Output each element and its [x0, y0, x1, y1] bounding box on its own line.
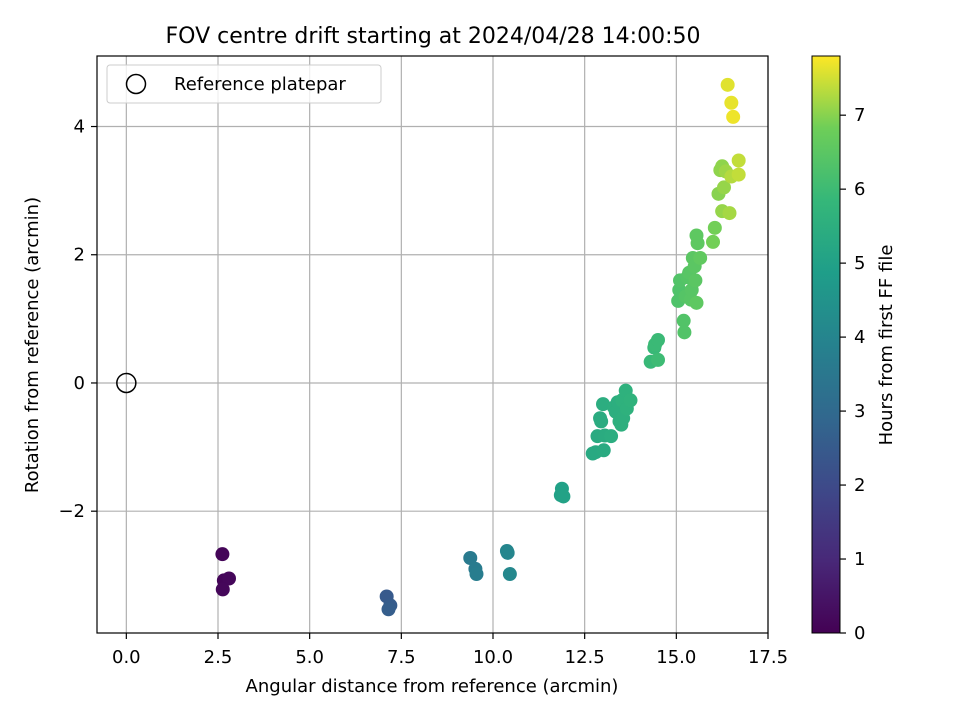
scatter-point — [720, 77, 735, 92]
x-tick-label: 17.5 — [748, 647, 788, 668]
reference-platepar-marker — [116, 372, 137, 394]
x-tick-label: 12.5 — [565, 647, 605, 668]
colorbar: 0 1 2 3 4 5 6 7 Hours from first FF file — [811, 55, 897, 644]
scatter-point — [651, 333, 665, 348]
scatter-point — [651, 352, 665, 367]
scatter-point — [596, 443, 611, 458]
y-tick-label: 0 — [74, 373, 85, 394]
colorbar-tick-label: 4 — [854, 327, 865, 348]
grid — [97, 56, 769, 633]
scatter-point — [596, 397, 610, 412]
chart-title: FOV centre drift starting at 2024/04/28 … — [166, 24, 701, 49]
scatter-point — [215, 547, 230, 562]
x-axis-label: Angular distance from reference (arcmin) — [246, 676, 619, 697]
x-tick-label: 10.0 — [473, 647, 513, 668]
legend-marker-reference — [125, 73, 147, 95]
colorbar-label: Hours from first FF file — [876, 245, 897, 446]
scatter-point — [594, 414, 609, 429]
scatter-point — [706, 234, 720, 249]
scatter-point — [717, 180, 731, 195]
scatter-point — [463, 550, 478, 565]
plot-area: 0.0 2.5 5.0 7.5 10.0 12.5 15.0 17.5 −2 0 2 4 — [58, 55, 788, 668]
scatter-point — [724, 95, 739, 110]
colorbar-gradient — [811, 55, 841, 634]
x-tick-label: 7.5 — [387, 647, 416, 668]
legend-box — [106, 64, 382, 104]
scatter-point — [707, 220, 722, 235]
colorbar-tick-label: 5 — [854, 253, 865, 274]
colorbar-tick-label: 0 — [854, 623, 865, 644]
scatter-point — [689, 295, 704, 310]
scatter-point — [676, 313, 691, 328]
x-tick-label: 2.5 — [204, 647, 233, 668]
scatter-point — [722, 206, 737, 221]
colorbar-tick-label: 7 — [854, 105, 865, 126]
scatter-point — [604, 429, 619, 444]
scatter-point — [556, 489, 571, 504]
legend: Reference platepar — [106, 64, 382, 104]
scatter-point — [381, 602, 396, 617]
x-tick-label: 5.0 — [295, 647, 324, 668]
scatter-point — [690, 236, 705, 251]
y-axis-label: Rotation from reference (arcmin) — [22, 197, 43, 493]
scatter-point — [677, 325, 692, 340]
scatter-point — [693, 250, 708, 265]
scatter-point — [222, 571, 236, 586]
scatter-point — [731, 153, 746, 168]
y-tick-label: −2 — [58, 501, 85, 522]
scatter-point — [502, 567, 517, 582]
scatter-point — [215, 582, 230, 597]
scatter-point — [469, 567, 484, 582]
scatter-point — [731, 167, 746, 182]
axis-ticks: 0.0 2.5 5.0 7.5 10.0 12.5 15.0 17.5 −2 0 2 4 — [58, 117, 788, 668]
colorbar-tick-label: 1 — [854, 549, 865, 570]
scatter-point — [726, 109, 741, 124]
data-points — [116, 77, 746, 617]
colorbar-ticks: 0 1 2 3 4 5 6 7 — [840, 105, 865, 644]
scatter-point — [500, 545, 515, 560]
scatter-point — [623, 393, 638, 408]
legend-label-reference: Reference platepar — [174, 74, 346, 95]
plot-frame — [96, 55, 769, 634]
y-tick-label: 4 — [74, 117, 85, 138]
y-tick-label: 2 — [74, 245, 85, 266]
x-tick-label: 0.0 — [112, 647, 141, 668]
scatter-point — [688, 273, 703, 288]
x-tick-label: 15.0 — [656, 647, 696, 668]
colorbar-tick-label: 2 — [854, 475, 865, 496]
colorbar-tick-label: 6 — [854, 179, 865, 200]
colorbar-tick-label: 3 — [854, 401, 865, 422]
